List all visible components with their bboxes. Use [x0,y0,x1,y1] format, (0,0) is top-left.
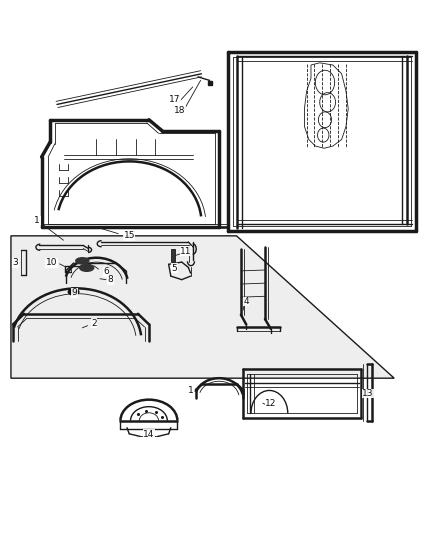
Text: 1: 1 [34,216,40,225]
Text: 11: 11 [180,247,192,256]
Text: 13: 13 [362,389,374,398]
Text: 18: 18 [174,106,185,115]
Text: 4: 4 [244,297,249,306]
Polygon shape [171,249,175,262]
Text: 6: 6 [103,267,109,276]
Polygon shape [11,236,394,378]
Text: 12: 12 [265,399,276,408]
Ellipse shape [76,258,89,264]
Text: 10: 10 [46,258,57,267]
Ellipse shape [68,289,79,295]
Text: 5: 5 [171,264,177,273]
Text: 1: 1 [187,385,194,394]
Text: 17: 17 [170,95,181,104]
Text: 15: 15 [124,231,135,240]
Ellipse shape [80,264,94,271]
Text: 14: 14 [143,430,155,439]
Text: 3: 3 [12,258,18,267]
Text: 9: 9 [71,288,78,297]
Text: 3: 3 [12,258,18,267]
Text: 8: 8 [107,275,113,284]
Text: 2: 2 [92,319,97,328]
Text: 10: 10 [46,258,57,267]
